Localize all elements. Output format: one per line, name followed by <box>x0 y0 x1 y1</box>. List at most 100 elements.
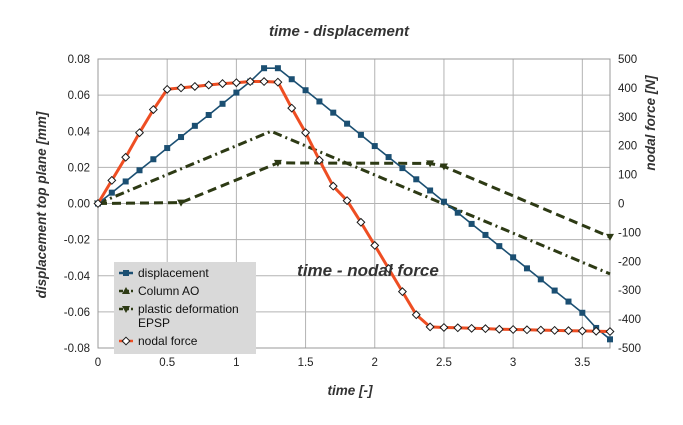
legend-label-plastic-deformation: plastic deformation EPSP <box>138 302 242 330</box>
data-point-displacement <box>288 76 295 83</box>
x-tick-label: 2 <box>372 357 378 369</box>
data-point-displacement <box>482 231 489 238</box>
data-point-nodal-force <box>356 217 366 227</box>
series-line-column-ao <box>97 129 611 276</box>
y-tick-label: -0.04 <box>64 271 91 283</box>
data-point-plastic-deformation-epsp <box>177 199 186 207</box>
data-point-nodal-force <box>411 310 421 320</box>
data-point-nodal-force <box>107 175 117 185</box>
legend-marker <box>122 306 130 313</box>
y2-tick-label: 100 <box>618 170 637 182</box>
data-point-nodal-force <box>162 84 172 94</box>
data-point-nodal-force <box>591 326 601 336</box>
data-point-nodal-force <box>494 324 504 334</box>
data-point-displacement <box>108 189 115 196</box>
data-point-nodal-force <box>397 287 407 297</box>
data-point-nodal-force <box>605 327 615 337</box>
data-point-nodal-force <box>121 152 131 162</box>
y2-tick-label: -100 <box>618 227 641 239</box>
grid <box>97 58 610 349</box>
axis-ticks: 0 0.5 1 1.5 2 2.5 3 3.5 0.08 0.06 0.04 0.02 0.00 -0.0… <box>64 54 641 369</box>
data-point-plastic-deformation-epsp <box>606 233 614 241</box>
x-tick-label: 3.5 <box>574 357 590 369</box>
data-point-plastic-deformation-epsp <box>439 163 448 171</box>
data-point-nodal-force <box>135 128 145 138</box>
x-tick-label: 1 <box>233 357 239 369</box>
y2-tick-label: -200 <box>618 256 641 268</box>
data-point-nodal-force <box>370 240 380 250</box>
data-point-displacement <box>454 209 461 216</box>
data-point-nodal-force <box>577 326 587 336</box>
y2-tick-label: 300 <box>618 112 637 124</box>
x-tick-label: 0 <box>95 357 101 369</box>
legend-swatch-displacement <box>119 270 133 276</box>
legend-swatch-column-ao <box>119 287 133 294</box>
data-point-displacement <box>330 109 337 116</box>
data-point-nodal-force <box>259 77 269 87</box>
data-point-displacement <box>565 298 572 305</box>
data-point-displacement <box>440 198 447 205</box>
y2-tick-label: 400 <box>618 83 637 95</box>
x-tick-label: 2.5 <box>436 357 452 369</box>
data-point-displacement <box>427 187 434 194</box>
data-point-nodal-force <box>536 325 546 335</box>
y-tick-label: 0.04 <box>68 126 91 138</box>
data-point-displacement <box>302 87 309 94</box>
legend-marker <box>122 287 130 294</box>
data-point-displacement <box>399 165 406 172</box>
data-point-nodal-force <box>190 81 200 91</box>
data-point-nodal-force <box>342 196 352 206</box>
legend-label-displacement: displacement <box>138 266 209 280</box>
y2-tick-label: -500 <box>618 343 641 355</box>
y-tick-label: 0.00 <box>68 199 90 211</box>
data-point-displacement <box>496 243 503 250</box>
data-point-displacement <box>205 111 212 118</box>
data-point-nodal-force <box>218 79 228 89</box>
data-point-displacement <box>233 89 240 96</box>
y2-tick-label: 0 <box>618 199 624 211</box>
y-tick-label: 0.06 <box>68 90 90 102</box>
series-nodal-force <box>93 77 615 337</box>
x-axis-title: time [-] <box>328 383 374 398</box>
y-tick-label: 0.08 <box>68 54 90 66</box>
chart-subtitle: time - nodal force <box>297 261 439 280</box>
data-point-nodal-force <box>93 198 103 209</box>
data-point-displacement <box>219 100 226 107</box>
series-line-plastic-deformation-epsp <box>97 161 611 239</box>
series-layer <box>93 65 615 343</box>
y-tick-label: -0.02 <box>64 235 90 247</box>
data-point-displacement <box>316 98 323 105</box>
data-point-nodal-force <box>301 128 311 138</box>
legend-swatch-plastic-deformation <box>119 306 133 313</box>
data-point-plastic-deformation-epsp <box>273 159 282 167</box>
data-point-nodal-force <box>314 155 324 165</box>
data-point-nodal-force <box>550 325 560 335</box>
data-point-displacement <box>274 65 281 72</box>
data-point-nodal-force <box>522 325 532 335</box>
data-point-displacement <box>164 145 171 152</box>
data-point-displacement <box>510 254 517 261</box>
data-point-displacement <box>191 122 198 129</box>
data-point-plastic-deformation-epsp <box>426 160 435 168</box>
legend-label-line-2: EPSP <box>138 316 170 330</box>
y2-tick-label: -300 <box>618 285 641 297</box>
legend: displacement Column AO plastic deformati… <box>114 262 256 354</box>
data-point-nodal-force <box>231 78 241 88</box>
y2-tick-label: -400 <box>618 314 641 326</box>
data-point-displacement <box>136 167 143 174</box>
data-point-nodal-force <box>176 83 186 93</box>
data-point-displacement <box>357 131 364 138</box>
data-point-nodal-force <box>453 323 463 333</box>
data-point-displacement <box>537 276 544 283</box>
legend-label-line-1: plastic deformation <box>138 302 239 316</box>
y2-tick-label: 500 <box>618 54 637 66</box>
data-point-displacement <box>122 178 129 185</box>
chart-title: time - displacement <box>269 23 410 40</box>
y2-axis-title: nodal force [N] <box>643 75 658 171</box>
legend-swatch-nodal-force <box>119 336 133 346</box>
data-point-nodal-force <box>384 264 394 274</box>
data-point-nodal-force <box>480 324 490 334</box>
data-point-nodal-force <box>425 322 435 332</box>
